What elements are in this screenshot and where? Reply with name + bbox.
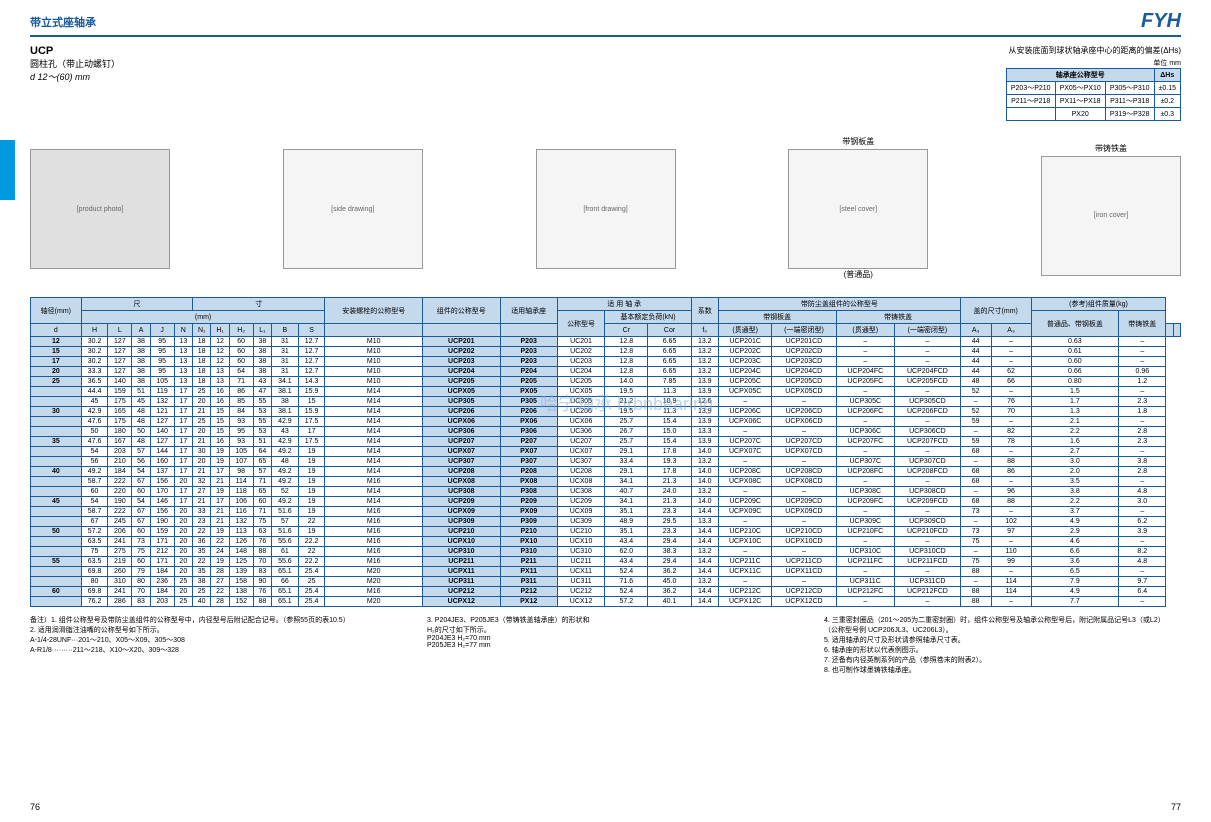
brand-logo: FYH [1141, 10, 1181, 33]
product-code: UCP [30, 45, 120, 57]
tolerance-table: 轴承座公称型号ΔHs P203～P210PX05～PX10P305～P310±0… [1006, 68, 1181, 121]
main-spec-table: 轴径(mm) 尺寸 安装螺栓的公称型号组件的公称型号适用轴承座 适 用 轴 承系… [30, 297, 1181, 607]
dimension-drawing-front: [front drawing] [536, 149, 676, 269]
type-label: (普通品) [788, 269, 928, 280]
cover-label-2: 带铸铁盖 [1041, 143, 1181, 154]
page-title: 带立式座轴承 [30, 14, 96, 30]
footnote-1: 备注）1. 组件公称型号及带防尘盖组件的公称型号中，内径型号后附记配合记号。（参… [30, 615, 387, 675]
iron-cover-drawing: [iron cover] [1041, 156, 1181, 276]
dimension-drawing-side: [side drawing] [283, 149, 423, 269]
page-right: 77 [1171, 802, 1181, 812]
steel-cover-drawing: [steel cover] [788, 149, 928, 269]
tolerance-title: 从安装底面到球状轴承座中心的距离的偏差(ΔHs) [1006, 45, 1181, 56]
footnote-2: 3. P204JE3、P205JE3（带铸铁盖轴承座）的形状和 H₂的尺寸如下所… [427, 615, 784, 675]
product-photo: [product photo] [30, 149, 170, 269]
product-range: d 12～(60) mm [30, 70, 120, 83]
tolerance-unit: 单位 mm [1006, 58, 1181, 68]
product-desc: 圆柱孔（带止动螺钉） [30, 57, 120, 70]
cover-label-1: 带钢板盖 [788, 136, 928, 147]
footnote-3: 4. 三重密封圈品（201～205为二重密封圈）时，组件公称型号及轴承公称型号后… [824, 615, 1181, 675]
page-left: 76 [30, 802, 40, 812]
